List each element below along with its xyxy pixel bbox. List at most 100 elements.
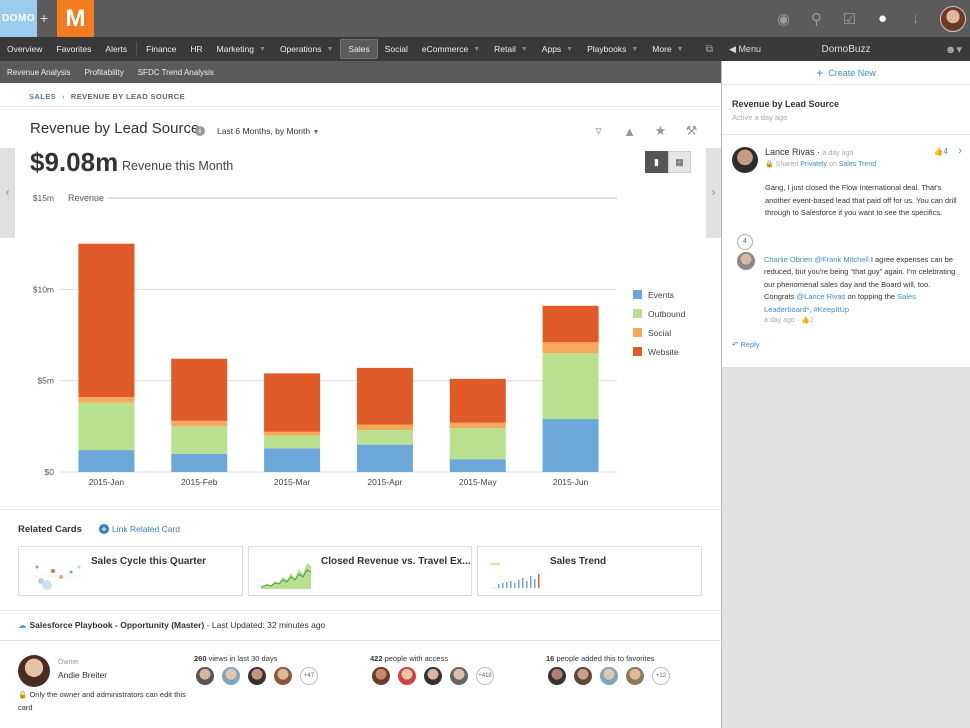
filter-icon[interactable]: ▿ (595, 123, 602, 138)
related-card-sales-trend[interactable]: Sales Trend (477, 546, 702, 596)
access-text: people with access (384, 654, 448, 663)
legend-label: Events (648, 290, 674, 300)
message-body: Gang, I just closed the Flow Internation… (765, 183, 957, 217)
nav-hr[interactable]: HR (190, 44, 203, 54)
breadcrumb-sales[interactable]: SALES (29, 92, 57, 101)
buzz-header: ◀ Menu DomoBuzz ☻▾ (721, 37, 970, 61)
message-author[interactable]: Lance Rivas (765, 147, 815, 157)
x-tick-label: 2015-Mar (274, 477, 311, 487)
mention-link[interactable]: @Frank Mitchell (814, 254, 869, 264)
create-new-button[interactable]: + Create New (722, 61, 970, 85)
reply-count-badge[interactable]: 4 (737, 233, 753, 250)
user-icon[interactable]: ☻▾ (944, 43, 962, 56)
avatar[interactable] (274, 667, 292, 685)
nav-apps[interactable]: Apps ▼ (535, 37, 580, 61)
download-icon[interactable]: ↓ (911, 10, 920, 27)
nav-finance[interactable]: Finance (146, 44, 177, 54)
nav-ecommerce[interactable]: eCommerce ▼ (415, 37, 487, 61)
avatar[interactable] (732, 147, 758, 173)
owner-name[interactable]: Andie Breiter (58, 670, 108, 680)
subnav-revenue-analysis[interactable]: Revenue Analysis (7, 67, 71, 77)
nav-alerts[interactable]: Alerts (105, 44, 128, 54)
buzz-menu-button[interactable]: ◀ Menu (721, 44, 801, 55)
avatar[interactable] (548, 667, 566, 685)
chat-icon[interactable]: ● (877, 10, 888, 27)
next-card-button[interactable]: › (706, 148, 721, 238)
previous-card-button[interactable]: ‹ (0, 148, 15, 238)
avatar[interactable] (372, 667, 390, 685)
nav-marketing[interactable]: Marketing ▼ (210, 37, 273, 61)
reply-author[interactable]: Charlie Obrien (764, 254, 813, 264)
summary-caption: Revenue this Month (122, 159, 234, 173)
bar-segment-social (356, 424, 413, 430)
x-tick-label: 2015-Feb (181, 477, 218, 487)
avatar[interactable] (450, 667, 468, 685)
related-card-sales-cycle[interactable]: Sales Cycle this Quarter (18, 546, 243, 596)
star-icon[interactable]: ★ (654, 123, 667, 138)
avatar[interactable] (424, 667, 442, 685)
wrench-icon[interactable]: ⚒ (685, 123, 698, 138)
subnav-profitability[interactable]: Profitability (84, 67, 124, 77)
reply-button[interactable]: ↶ Reply (722, 332, 970, 367)
like-button[interactable]: 👍4 (934, 147, 948, 156)
chevron-right-icon[interactable]: › (958, 145, 962, 157)
data-source: ☁ Salesforce Playbook - Opportunity (Mast… (18, 620, 325, 631)
related-card-closed-revenue[interactable]: Closed Revenue vs. Travel Ex... (248, 546, 472, 596)
buzz-card-title[interactable]: Revenue by Lead Source (732, 99, 840, 109)
reply-body: Charlie Obrien @Frank Mitchell I agree e… (764, 254, 960, 317)
date-range-select[interactable]: Last 6 Months, by Month ▼ (217, 126, 319, 136)
bar-segment-social (171, 420, 228, 427)
chart-view-icon[interactable]: ▮ (645, 151, 668, 173)
chevron-down-icon: ▼ (566, 45, 574, 53)
avatar[interactable] (626, 667, 644, 685)
avatar[interactable] (248, 667, 266, 685)
avatar[interactable] (222, 667, 240, 685)
nav-favorites[interactable]: Favorites (56, 44, 92, 54)
scatter-thumbnail (31, 565, 83, 590)
search-icon[interactable]: ⚲ (811, 10, 822, 28)
more-access-button[interactable]: +418 (476, 667, 494, 685)
avatar[interactable] (574, 667, 592, 685)
buzz-title: DomoBuzz (821, 43, 871, 55)
subnav-sfdc-trend[interactable]: SFDC Trend Analysis (137, 67, 214, 77)
info-icon[interactable]: i (195, 126, 205, 136)
nav-sales[interactable]: Sales (340, 39, 378, 59)
nav-social[interactable]: Social (384, 44, 408, 54)
bell-icon[interactable]: ▲ (623, 123, 636, 139)
avatar[interactable] (398, 667, 416, 685)
nav-retail[interactable]: Retail ▼ (487, 37, 535, 61)
nav-more[interactable]: More ▼ (645, 37, 690, 61)
source-name[interactable]: Salesforce Playbook - Opportunity (Maste… (29, 620, 205, 630)
avatar[interactable] (737, 251, 755, 270)
card-link[interactable]: Sales Leaderboard* (764, 292, 916, 314)
copy-icon[interactable]: ⧉ (705, 43, 713, 55)
thumbs-up-icon[interactable]: 👍 (800, 317, 810, 324)
bar-segment-outbound (356, 429, 413, 445)
more-viewers-button[interactable]: +47 (300, 667, 318, 685)
views-count: 260 (194, 654, 207, 663)
user-avatar[interactable] (940, 5, 966, 32)
meta-privately[interactable]: Privately (800, 161, 828, 168)
company-logo[interactable]: M (57, 0, 94, 37)
link-related-card-button[interactable]: + Link Related Card (99, 524, 180, 534)
globe-icon[interactable]: ◉ (776, 10, 791, 28)
nav-operations[interactable]: Operations ▼ (273, 37, 341, 61)
legend-label: Social (648, 328, 671, 338)
nav-overview[interactable]: Overview (7, 44, 43, 54)
owner-avatar[interactable] (18, 655, 50, 687)
nav-playbooks[interactable]: Playbooks ▼ (580, 37, 645, 61)
checkbox-icon[interactable]: ☑ (842, 10, 857, 28)
mention-link[interactable]: @Lance Rivas (796, 292, 846, 301)
more-favorites-button[interactable]: +12 (652, 667, 670, 685)
x-tick-label: 2015-Apr (367, 477, 402, 487)
favorites-text: people added this to favorites (556, 654, 655, 663)
avatar[interactable] (196, 667, 214, 685)
y-tick-label: $0 (45, 467, 55, 477)
avatar[interactable] (600, 667, 618, 685)
table-view-icon[interactable]: ▦ (668, 151, 691, 173)
hashtag-link[interactable]: , #KeepItUp (809, 304, 850, 314)
meta-card-link[interactable]: Sales Trend (838, 161, 877, 168)
lock-icon: 🔒 (18, 690, 28, 699)
domo-logo[interactable]: DOMO (0, 0, 37, 37)
y-tick-label: $10m (33, 284, 54, 294)
